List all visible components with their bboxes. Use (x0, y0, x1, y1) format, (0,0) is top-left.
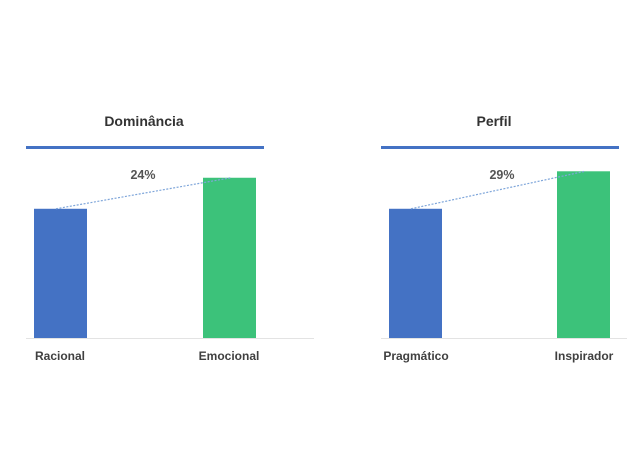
connector-line-dominancia (55, 177, 232, 210)
difference-label-dominancia: 24% (130, 168, 156, 182)
connector-line-perfil (410, 170, 586, 210)
difference-label-perfil: 29% (489, 168, 515, 182)
title-rule-perfil (381, 146, 619, 149)
category-label-inspirador: Inspirador (554, 349, 614, 363)
bar-racional (34, 208, 87, 338)
chart-title-perfil: Perfil (476, 113, 512, 129)
category-label-emocional: Emocional (198, 349, 260, 363)
chart-title-dominancia: Dominância (104, 113, 184, 129)
baseline-perfil (381, 338, 627, 339)
baseline-dominancia (26, 338, 314, 339)
category-label-pragmatico: Pragmático (383, 349, 449, 363)
bar-emocional (203, 177, 256, 338)
category-label-racional: Racional (34, 349, 85, 363)
bar-pragmatico (389, 208, 442, 338)
bar-inspirador (557, 171, 610, 338)
title-rule-dominancia (26, 146, 264, 149)
